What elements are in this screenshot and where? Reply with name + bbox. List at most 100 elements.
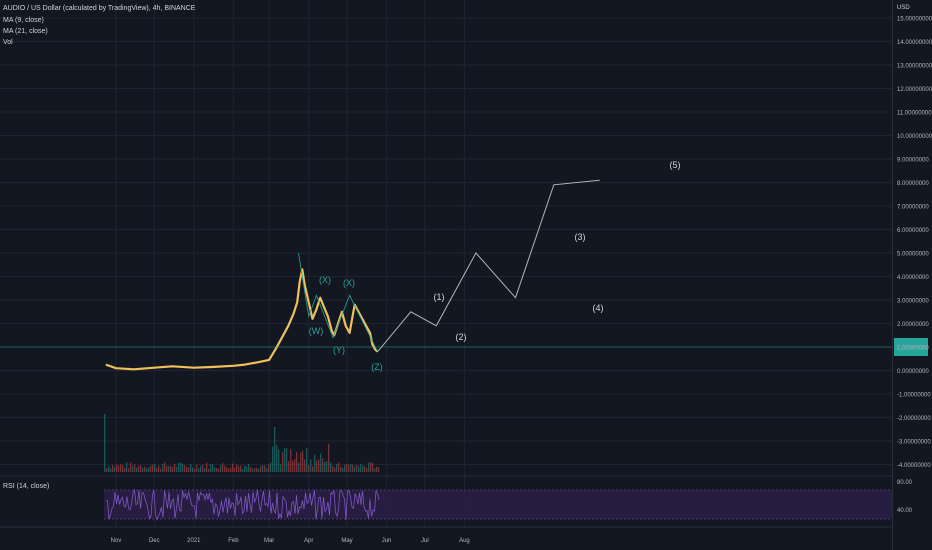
wave-label: (3) (575, 232, 586, 242)
currency-label: USD (897, 5, 910, 11)
volume-bar (186, 466, 188, 472)
volume-bar (114, 467, 116, 472)
volume-bar (132, 466, 134, 472)
volume-bar (178, 462, 180, 472)
volume-bar (302, 450, 304, 472)
x-tick-label: Nov (111, 538, 122, 544)
y-tick-label: -1.00000000 (897, 393, 931, 399)
volume-bar (110, 468, 112, 472)
volume-bar (284, 448, 286, 472)
volume-bar (274, 427, 276, 472)
volume-bar (368, 462, 370, 472)
volume-bar (172, 467, 174, 472)
volume-bar (142, 467, 144, 472)
volume-bar (260, 465, 262, 472)
volume-bar (322, 458, 324, 472)
volume-bar (330, 462, 332, 472)
volume-bar (350, 464, 352, 472)
wave-label: (4) (593, 303, 604, 313)
volume-bar (120, 464, 122, 472)
volume-bar (332, 466, 334, 472)
volume-bar (374, 468, 376, 472)
volume-bar (320, 453, 322, 472)
volume-bar (334, 467, 336, 472)
x-tick-label: Aug (459, 538, 470, 544)
volume-bar (148, 467, 150, 472)
volume-bar (270, 462, 272, 472)
volume-bar (234, 467, 236, 472)
volume-bar (158, 465, 160, 472)
rsi-pane (104, 488, 892, 522)
volume-bar (286, 448, 288, 472)
volume-bar (126, 462, 128, 472)
volume-bar (214, 467, 216, 472)
y-tick-label: -4.00000000 (897, 463, 931, 469)
y-tick-label: -3.00000000 (897, 440, 931, 446)
volume-bar (288, 461, 290, 472)
wave-labels: (1) (2) (3) (4) (5) (W) (X) (Y) (X) (Z) (309, 160, 681, 372)
volume-bar (360, 463, 362, 472)
volume-bar (104, 414, 106, 472)
volume-bar (258, 468, 260, 472)
volume-bar (146, 468, 148, 472)
volume-bar (346, 464, 348, 472)
y-tick-label: 1.00000000 (897, 346, 929, 352)
volume-bar (236, 464, 238, 472)
volume-bar (296, 451, 298, 472)
volume-bar (164, 462, 166, 472)
volume-bar (318, 459, 320, 472)
volume-bar (128, 468, 130, 472)
wxy-label: (X) (343, 278, 355, 288)
x-tick-label: Feb (228, 538, 239, 544)
volume-bar (176, 467, 178, 472)
volume-bar (140, 465, 142, 472)
wxy-label: (Z) (371, 362, 383, 372)
y-tick-label: -2.00000000 (897, 416, 931, 422)
y-tick-label: 14.00000000 (897, 40, 932, 46)
volume-bar (122, 465, 124, 472)
volume-bar (180, 462, 182, 472)
volume-bar (292, 460, 294, 472)
wave-projection (377, 179, 600, 353)
y-tick-label: 10.00000000 (897, 134, 932, 140)
y-tick-label: 11.00000000 (897, 111, 932, 117)
volume-bar (218, 468, 220, 472)
y-tick-label: 4.00000000 (897, 275, 929, 281)
legend-rsi[interactable]: RSI (14, close) (3, 483, 50, 490)
volume-bar (160, 468, 162, 472)
volume-bar (340, 466, 342, 472)
volume-bar (192, 467, 194, 472)
volume-bar (306, 448, 308, 472)
volume-bar (304, 459, 306, 472)
volume-bar (300, 452, 302, 472)
volume-bar (328, 443, 330, 472)
volume-bar (256, 467, 258, 472)
volume-bar (336, 463, 338, 472)
legend-vol[interactable]: Vol (3, 39, 13, 46)
legend-ma9[interactable]: MA (9, close) (3, 17, 44, 24)
volume-bar (254, 468, 256, 472)
volume-bar (196, 464, 198, 472)
volume-bar (116, 464, 118, 472)
volume-bar (174, 463, 176, 472)
x-tick-label: Jun (382, 538, 392, 544)
legend-ma21[interactable]: MA (21, close) (3, 28, 48, 35)
volume-bar (264, 465, 266, 472)
volume-bar (344, 464, 346, 472)
volume-bar (244, 465, 246, 472)
volume-bar (112, 464, 114, 472)
volume-bar (152, 464, 154, 472)
y-tick-label: 3.00000000 (897, 299, 929, 305)
y-tick-label: 6.00000000 (897, 228, 929, 234)
volume-bar (220, 465, 222, 472)
volume-bar (210, 464, 212, 472)
volume-bar (312, 466, 314, 472)
volume-bar (170, 465, 172, 472)
volume-bar (338, 462, 340, 472)
volume-bar (182, 463, 184, 472)
y-tick-label: 0.00000000 (897, 369, 929, 375)
wxy-zigzag (298, 252, 378, 352)
